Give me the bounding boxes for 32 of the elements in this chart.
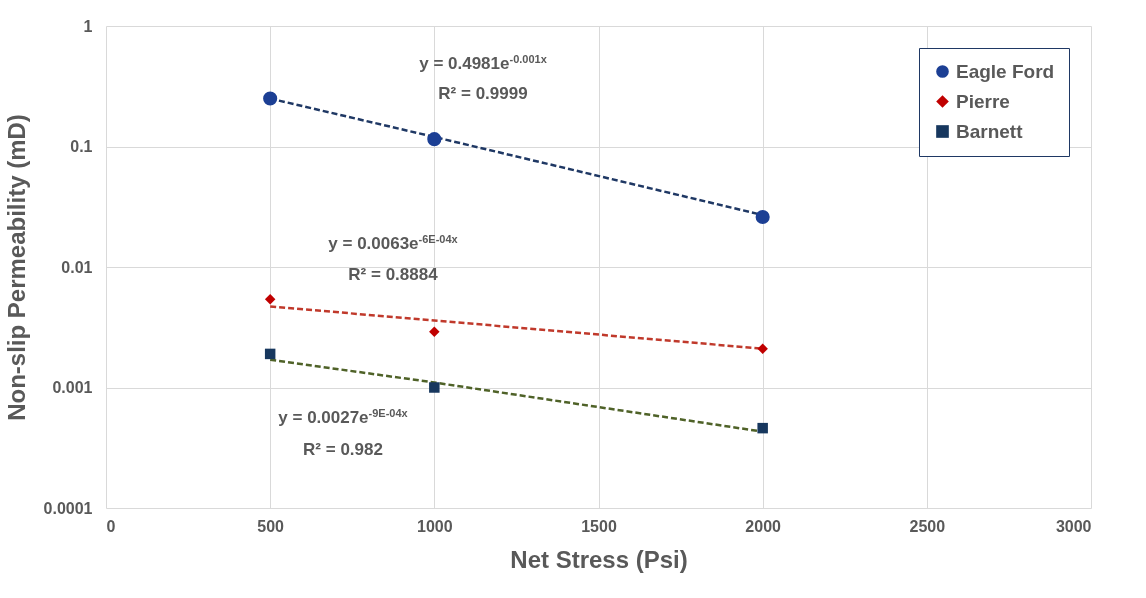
x-tick-label: 2500 [909,517,946,535]
annotation: y = 0.0027e$^{-9E-04x}$ [278,407,409,427]
annotation: y = 0.0063e$^{-6E-04x}$ [328,233,459,253]
x-tick-label: 500 [257,517,285,535]
y-tick-label: 0.1 [70,138,93,155]
x-tick-label: 1500 [581,517,617,535]
x-tick-label: 1000 [417,517,453,535]
legend-label: Barnett [956,120,1024,142]
point [429,326,440,338]
legend-label: Pierre [956,90,1010,112]
point [755,209,770,225]
y-tick-label: 0.0001 [43,499,93,517]
point [757,343,768,354]
point [429,382,440,393]
y-tick-label: 1 [83,17,93,35]
x-axis-title: Net Stress (Psi) [510,545,688,573]
point [263,91,278,106]
y-tick-label: 0.001 [52,379,93,396]
point [427,132,442,147]
x-tick-label: 2000 [745,517,782,535]
point [757,422,768,434]
x-tick-label: 3000 [1055,517,1092,535]
annotation: R² = 0.982 [303,440,383,459]
legend-label: Eagle Ford [956,60,1055,82]
annotation: y = 0.4981e$^{-0.001x}$ [419,53,548,73]
y-tick-label: 0.01 [61,258,93,276]
y-axis-title: Non-slip Permeability (mD) [2,114,30,421]
x-tick-label: 0 [106,517,116,535]
annotation: R² = 0.8884 [348,265,439,284]
point [264,294,276,305]
annotation: R² = 0.9999 [438,84,528,103]
point [264,348,276,360]
